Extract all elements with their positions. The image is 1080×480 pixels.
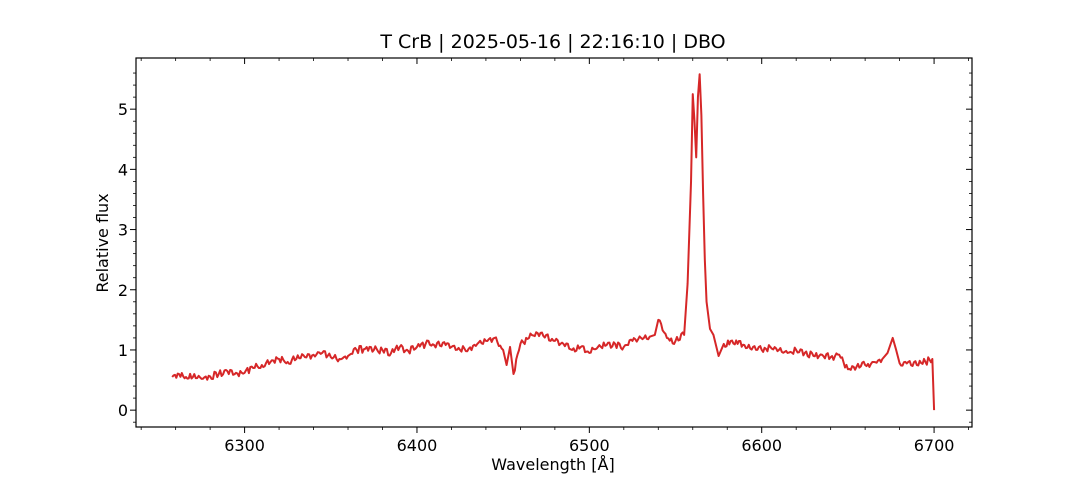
chart-title: T CrB | 2025-05-16 | 22:16:10 | DBO xyxy=(379,31,725,53)
x-tick-label: 6300 xyxy=(224,436,265,455)
x-tick-label: 6400 xyxy=(397,436,438,455)
y-tick-label: 0 xyxy=(118,401,128,420)
y-tick-label: 4 xyxy=(118,160,128,179)
ticks-layer: 6300 6400 6500 6600 6700 0 1 2 3 4 5 xyxy=(118,58,972,455)
plot-frame xyxy=(135,57,973,428)
x-tick-label: 6500 xyxy=(569,436,610,455)
x-tick-label: 6700 xyxy=(914,436,955,455)
spectrum-line xyxy=(171,73,936,411)
x-axis-label: Wavelength [Å] xyxy=(491,455,614,474)
y-tick-label: 2 xyxy=(118,281,128,300)
y-tick-label: 5 xyxy=(118,100,128,119)
y-axis-label: Relative flux xyxy=(93,193,112,292)
y-tick-label: 3 xyxy=(118,221,128,240)
series-layer xyxy=(171,73,936,411)
y-tick-label: 1 xyxy=(118,341,128,360)
x-tick-label: 6600 xyxy=(741,436,782,455)
